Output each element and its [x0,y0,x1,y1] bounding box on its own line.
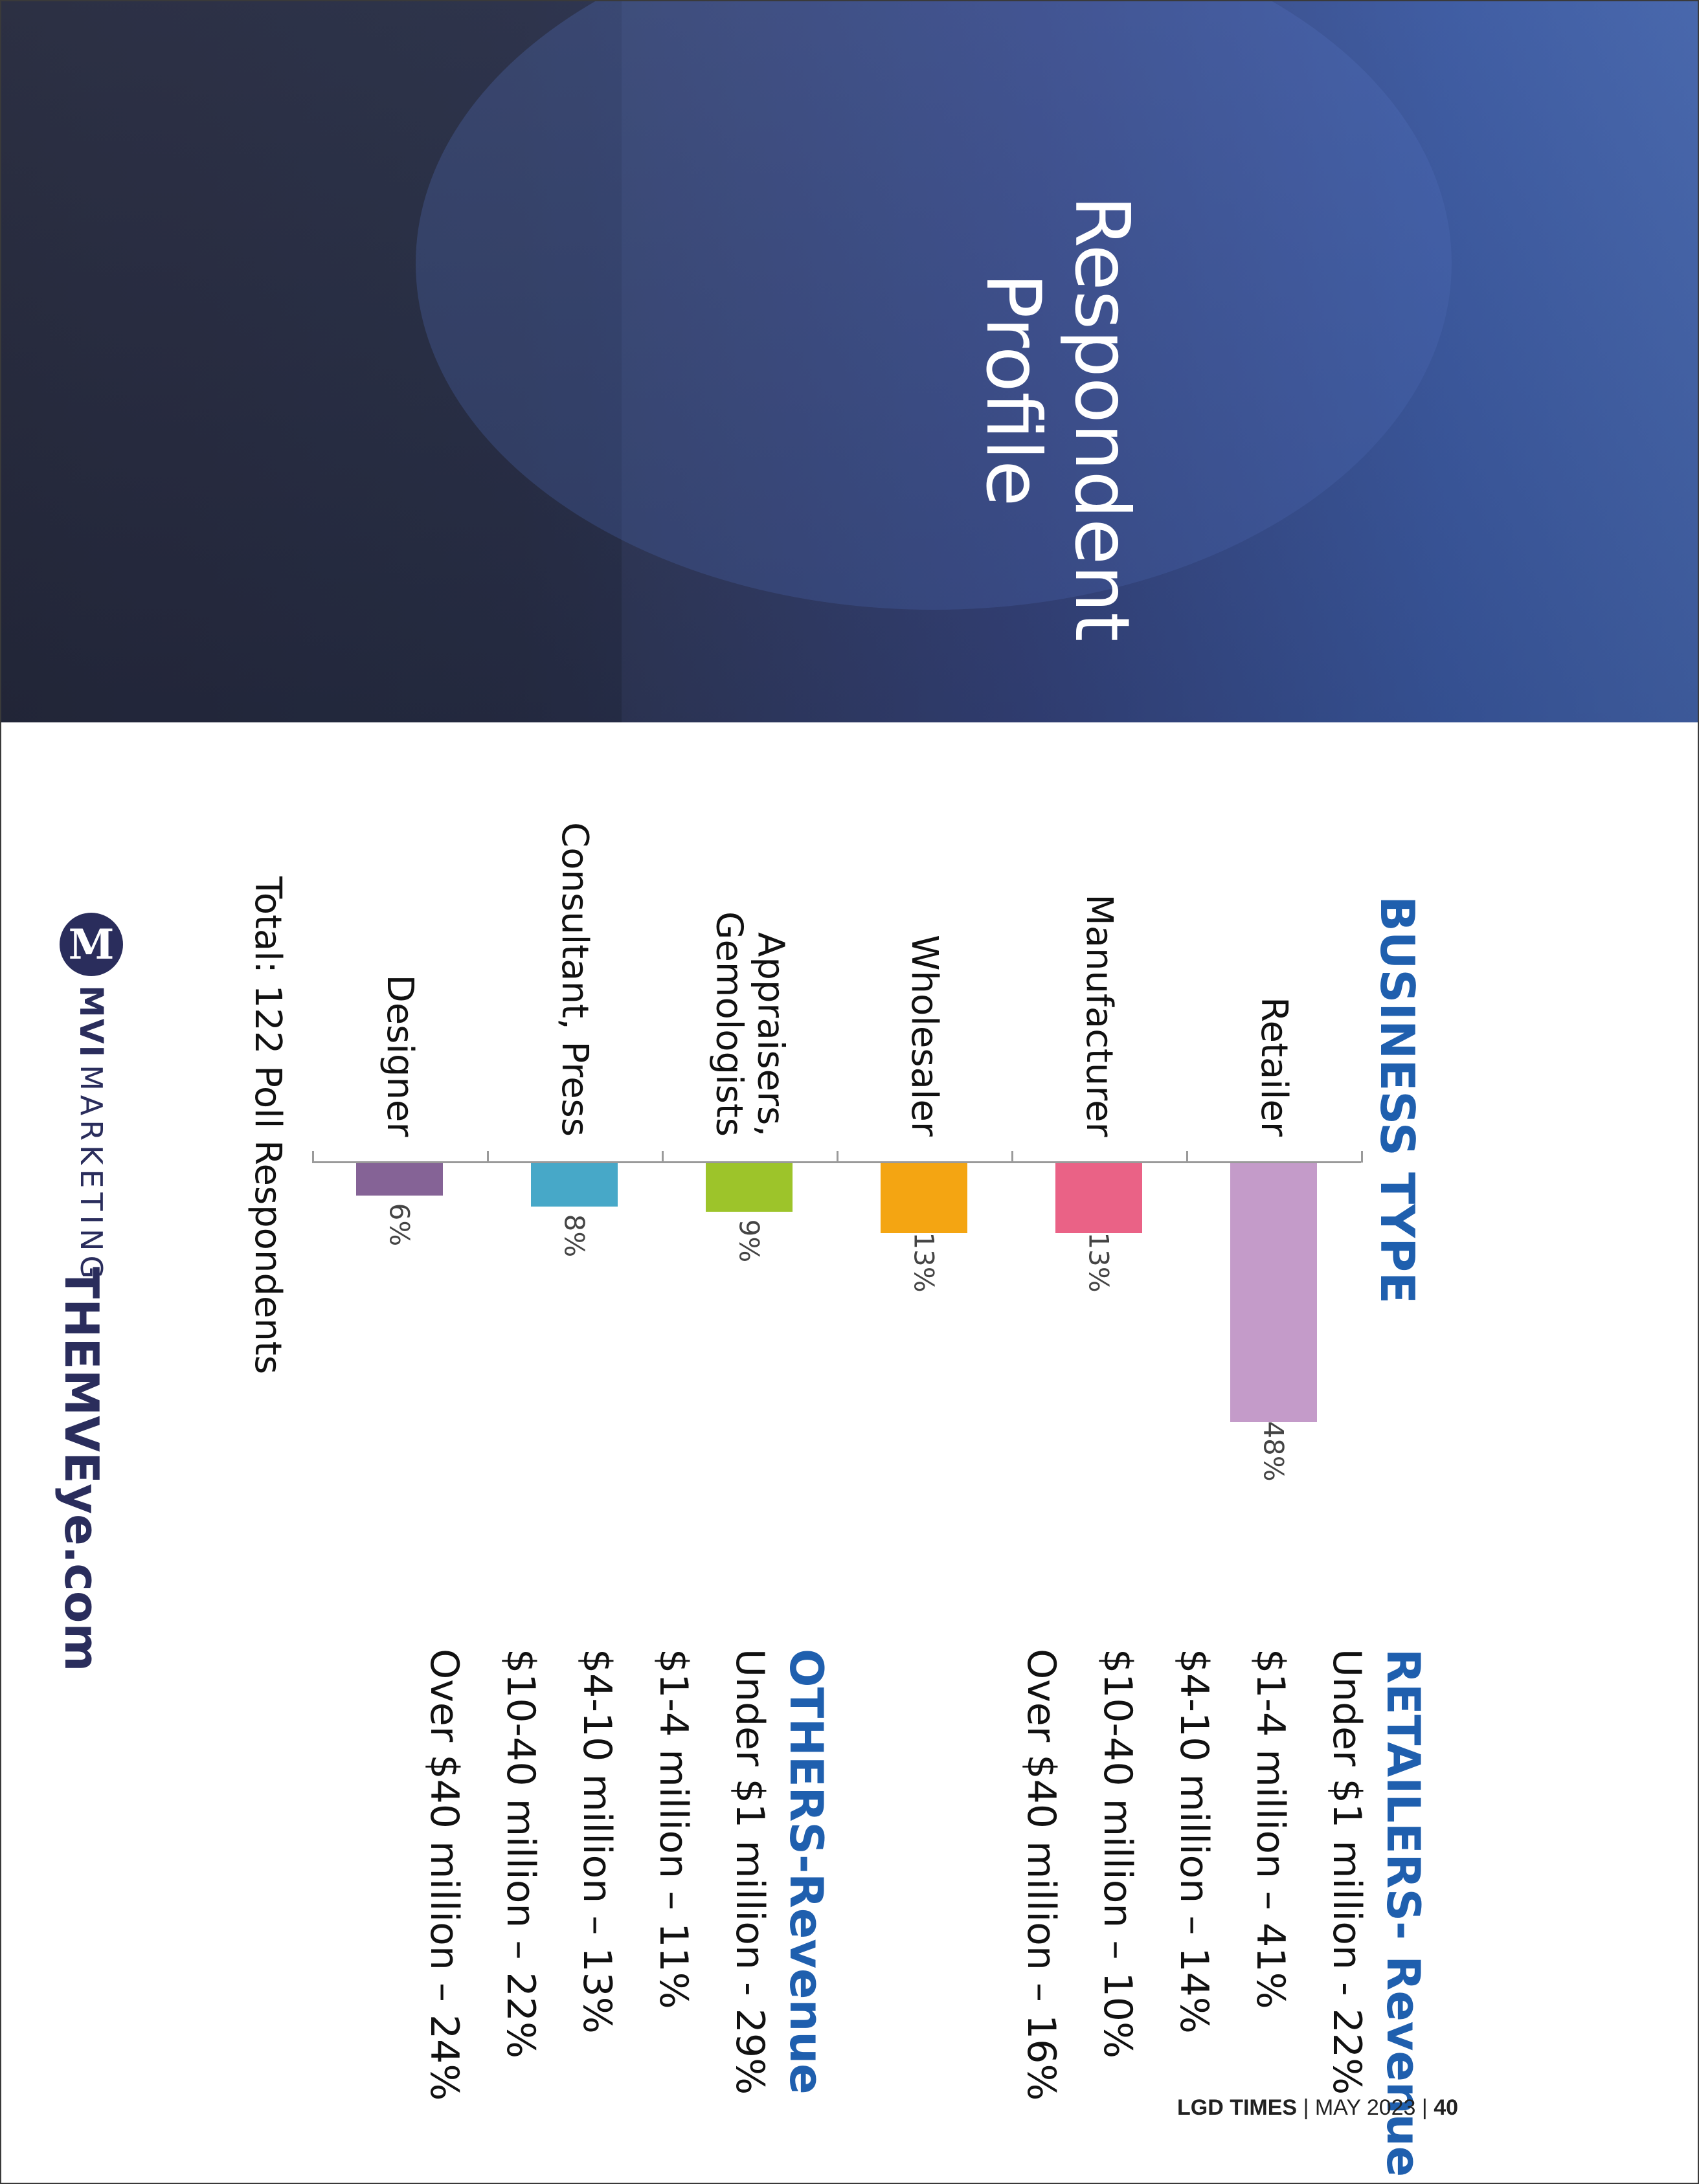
chart-category-label: Wholesaler [903,935,946,1137]
chart-axis-tick [1186,1151,1188,1163]
retailers-revenue-item: Over $40 million – 16% [1018,1649,1064,2101]
footer-issue: MAY 2023 [1314,2095,1416,2120]
chart-category-label: Appraisers, Gemologists [708,911,792,1137]
chart-category-label: Designer [379,974,422,1137]
chart-value-label: 13% [1083,1232,1115,1293]
chart-bar [706,1163,793,1212]
chart-value-label: 48% [1257,1421,1290,1482]
total-respondents: Total: 122 Poll Respondents [247,876,289,1375]
others-revenue-item: $1-4 million – 11% [651,1649,696,2009]
others-revenue-item: Under $1 million - 29% [727,1649,772,2095]
footer-page-number: 40 [1434,2095,1459,2120]
others-revenue-item: $4-10 million – 13% [574,1649,620,2034]
chart-value-label: 9% [733,1219,765,1263]
logo-text-light: MARKETING [74,1065,109,1284]
chart-value-label: 6% [383,1203,416,1247]
chart-bar [1055,1163,1142,1234]
business-type-title: BUSINESS TYPE [1370,896,1424,1304]
chart-axis-tick [662,1151,664,1163]
others-revenue-item: $10-40 million – 22% [498,1649,543,2058]
mvi-logo-icon: M [60,913,123,976]
page-title-line1: Respondent [1057,195,1145,642]
header-ellipse-decoration [416,1,1452,610]
chart-category-label: Retailer [1253,997,1296,1137]
chart-bar [531,1163,618,1207]
site-link[interactable]: THEMVEye.com [54,1267,109,1672]
footer: LGD TIMES | MAY 2023 | 40 [1177,2095,1459,2120]
chart-category-label: Consultant, Press [554,822,596,1137]
chart-axis-tick [837,1151,838,1163]
others-revenue-list: Under $1 million - 29% $1-4 million – 11%… [422,1649,772,2101]
chart-axis-tick [487,1151,489,1163]
mvi-marketing-logo: M MVI MARKETING [60,913,123,1283]
chart-bar [881,1163,967,1234]
logo-text-bold: MVI [73,985,110,1059]
others-revenue-title: OTHERS-Revenue [780,1649,833,2095]
chart-axis-tick [312,1151,314,1163]
chart-category-label: Manufacturer [1078,893,1121,1137]
chart-axis-tick [1361,1151,1363,1163]
others-revenue-block: OTHERS-Revenue Under $1 million - 29% $1-… [387,1649,833,2101]
chart-value-label: 13% [908,1232,940,1293]
chart-value-label: 8% [558,1214,591,1257]
footer-publication: LGD TIMES [1177,2095,1298,2120]
others-revenue-item: Over $40 million – 24% [422,1649,467,2101]
page-title: Respondent Profile [960,195,1154,641]
chart-bar [356,1163,443,1196]
retailers-revenue-item: $10-40 million – 10% [1095,1649,1140,2058]
header-dark-panel [1,1,622,722]
chart-bar [1230,1163,1317,1422]
header-banner: Respondent Profile [1,1,1698,722]
chart-axis-tick [1011,1151,1013,1163]
page-title-line2: Profile [969,273,1057,507]
